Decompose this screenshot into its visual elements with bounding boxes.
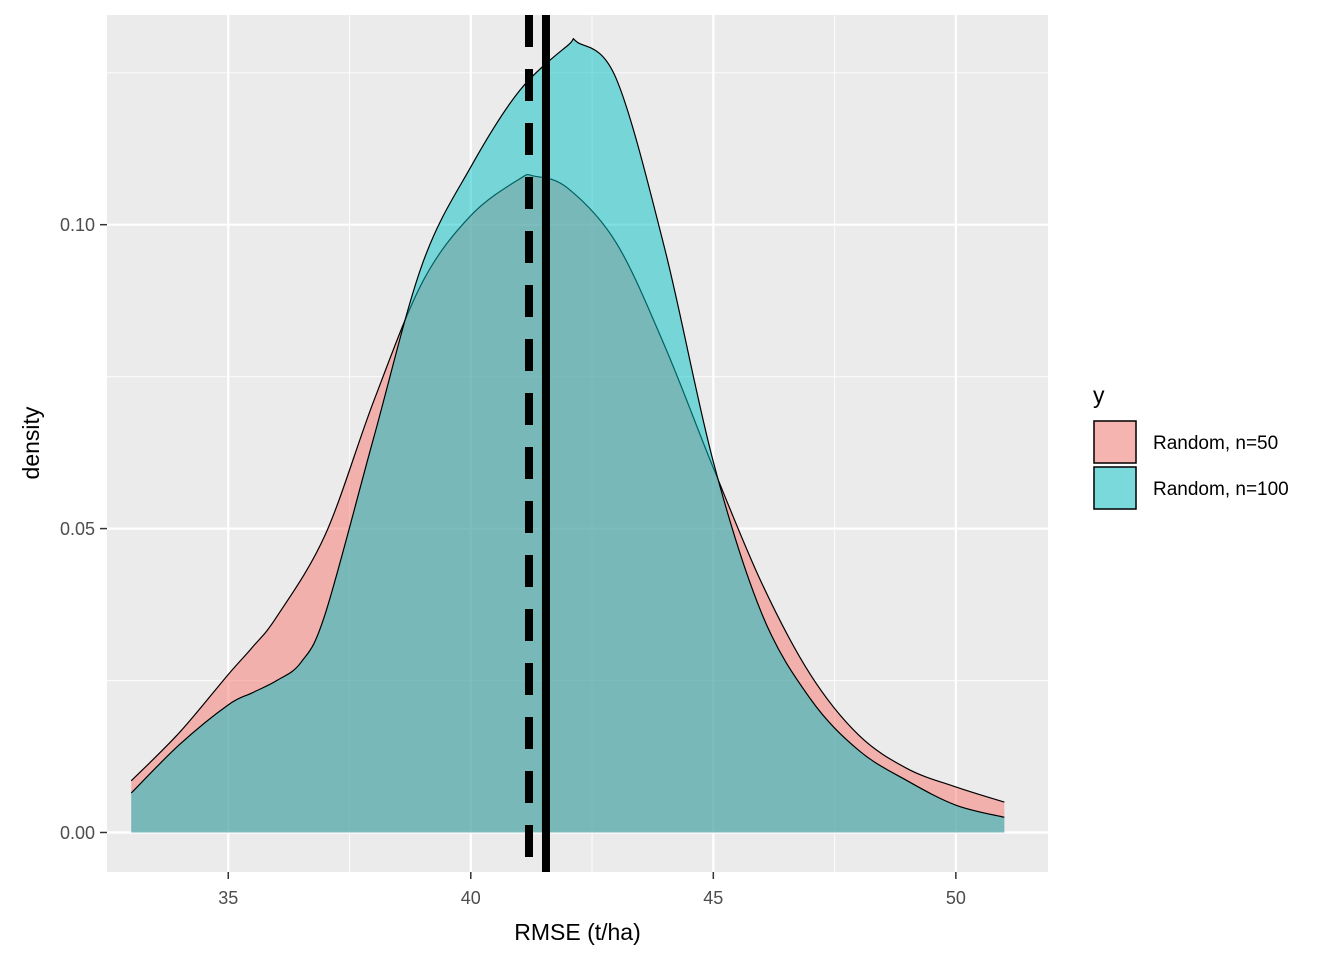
legend-item: Random, n=50 [1093,420,1278,464]
x-tick-label: 45 [703,888,723,908]
density-areas [130,38,1005,833]
legend-item: Random, n=100 [1093,466,1289,510]
x-axis: 35 40 45 50 [218,872,966,908]
y-tick-label: 0.05 [60,519,95,539]
density-curve [130,38,1005,818]
y-tick-label: 0.00 [60,823,95,843]
legend-key [1093,466,1137,510]
y-tick-label: 0.10 [60,215,95,235]
legend-key [1093,420,1137,464]
legend: y Random, n=50 Random, n=100 [1093,382,1289,510]
y-axis-title: density [18,406,44,479]
legend-label: Random, n=50 [1153,433,1278,454]
density-series-2 [130,38,1005,833]
x-tick-label: 40 [461,888,481,908]
legend-items: Random, n=50 Random, n=100 [1093,420,1289,510]
density-area-fill [131,38,1005,833]
y-axis: 0.00 0.05 0.10 [60,215,107,843]
x-tick-label: 50 [946,888,966,908]
legend-label: Random, n=100 [1153,479,1289,500]
reference-lines [524,15,550,872]
legend-title: y [1093,382,1105,408]
x-axis-title: RMSE (t/ha) [514,919,641,945]
x-tick-label: 35 [218,888,238,908]
